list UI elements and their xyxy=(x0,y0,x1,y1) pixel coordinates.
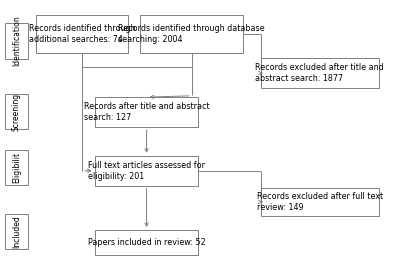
FancyBboxPatch shape xyxy=(5,150,28,185)
Text: Identification: Identification xyxy=(12,16,21,67)
FancyBboxPatch shape xyxy=(36,15,128,53)
FancyBboxPatch shape xyxy=(95,97,198,127)
Text: Eligibilit: Eligibilit xyxy=(12,152,21,183)
Text: Papers included in review: 52: Papers included in review: 52 xyxy=(88,238,206,247)
FancyBboxPatch shape xyxy=(5,24,28,59)
FancyBboxPatch shape xyxy=(95,156,198,186)
Text: Records identified through database
searching: 2004: Records identified through database sear… xyxy=(118,24,265,44)
FancyBboxPatch shape xyxy=(140,15,244,53)
Text: Screening: Screening xyxy=(12,92,21,130)
FancyBboxPatch shape xyxy=(5,94,28,129)
FancyBboxPatch shape xyxy=(95,230,198,255)
FancyBboxPatch shape xyxy=(261,58,378,88)
Text: Records excluded after title and
abstract search: 1877: Records excluded after title and abstrac… xyxy=(256,63,384,83)
Text: Included: Included xyxy=(12,215,21,248)
FancyBboxPatch shape xyxy=(261,188,378,216)
FancyBboxPatch shape xyxy=(5,214,28,249)
Text: Records identified through
additional searches: 74: Records identified through additional se… xyxy=(29,24,135,44)
Text: Records excluded after full text
review: 149: Records excluded after full text review:… xyxy=(257,192,383,212)
Text: Full text articles assessed for
eligibility: 201: Full text articles assessed for eligibil… xyxy=(88,161,205,181)
Text: Records after title and abstract
search: 127: Records after title and abstract search:… xyxy=(84,102,209,122)
